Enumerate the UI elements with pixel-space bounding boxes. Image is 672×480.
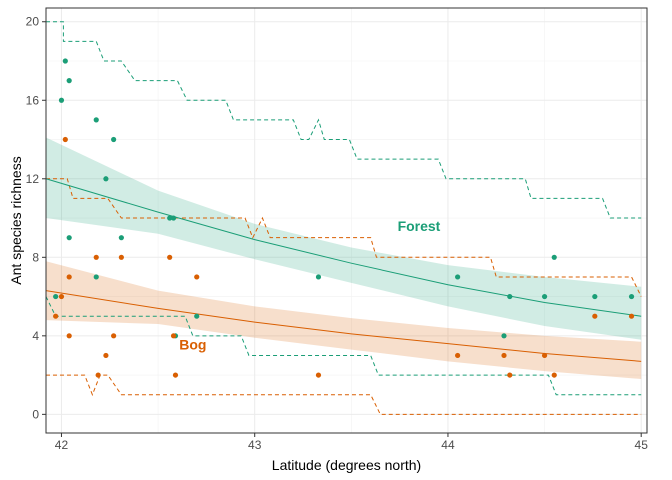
x-tick-label: 43 — [248, 438, 262, 452]
bog-data-point — [172, 372, 179, 378]
forest-data-point — [507, 293, 513, 300]
forest-data-point — [455, 274, 461, 280]
bog-data-point — [53, 313, 59, 319]
forest-band-lower-line — [45, 296, 642, 396]
forest-data-point — [628, 293, 635, 300]
prediction-band-lines — [45, 21, 642, 415]
confidence-bands — [46, 137, 642, 380]
x-axis-title: Latitude (degrees north) — [272, 457, 421, 473]
forest-data-point — [66, 235, 72, 241]
bog-data-point — [592, 313, 598, 319]
bog-series-label: Bog — [179, 337, 206, 353]
forest-series-label: Forest — [398, 218, 441, 234]
forest-data-point — [111, 136, 117, 143]
forest-data-point — [58, 97, 65, 103]
bog-data-point — [118, 254, 124, 260]
grid-layer — [46, 8, 647, 433]
forest-data-point — [592, 293, 598, 300]
bog-data-point — [507, 372, 513, 378]
bog-data-point — [167, 254, 173, 260]
panel-border — [45, 7, 648, 434]
bog-confidence-ribbon — [46, 261, 642, 380]
bog-data-point — [103, 352, 109, 359]
forest-data-point — [93, 274, 99, 280]
forest-band-upper-line — [46, 21, 642, 219]
bog-band-lower-line — [46, 374, 642, 415]
y-tick-label: 4 — [32, 329, 39, 343]
forest-data-point — [315, 274, 322, 280]
bog-data-point — [62, 136, 68, 143]
y-tick-label: 8 — [32, 250, 39, 264]
bog-data-point — [628, 313, 635, 319]
forest-data-point — [501, 333, 507, 339]
forest-data-point — [53, 293, 59, 300]
bog-data-point — [111, 333, 117, 339]
x-tick-label: 42 — [55, 438, 69, 452]
forest-data-point — [167, 215, 173, 221]
bog-data-point — [93, 254, 99, 260]
forest-confidence-ribbon — [46, 137, 642, 340]
bog-data-point — [315, 372, 322, 378]
y-tick-label: 20 — [26, 15, 40, 29]
x-tick-label: 44 — [441, 438, 455, 452]
x-tick-label: 45 — [635, 438, 649, 452]
forest-data-point — [118, 235, 124, 241]
bog-data-point — [66, 333, 72, 339]
axes: 42 43 44 45 0 4 8 12 16 20 — [26, 15, 649, 452]
bog-data-point — [95, 372, 101, 378]
bog-data-point — [66, 274, 72, 280]
forest-data-point — [93, 117, 99, 123]
bog-band-upper-line — [46, 178, 642, 297]
forest-data-point — [541, 293, 548, 300]
bog-data-point — [194, 274, 200, 280]
forest-fit-line — [45, 178, 642, 317]
y-tick-label: 0 — [32, 407, 39, 421]
bog-data-point — [551, 372, 557, 378]
forest-data-point — [194, 313, 200, 319]
bog-data-point — [58, 293, 65, 300]
forest-data-point — [62, 58, 68, 64]
forest-data-point — [66, 78, 72, 84]
bog-data-point — [170, 333, 177, 339]
y-tick-label: 12 — [26, 172, 40, 186]
bog-data-point — [501, 352, 507, 359]
bog-data-point — [455, 352, 461, 359]
forest-data-point — [551, 254, 557, 260]
bog-data-point — [541, 352, 548, 359]
data-points — [53, 58, 635, 378]
series-labels: Forest Bog — [179, 218, 440, 353]
y-axis-title: Ant species richness — [8, 156, 24, 284]
forest-data-point — [103, 176, 109, 182]
forest-data-point — [170, 215, 177, 221]
y-tick-label: 16 — [26, 93, 40, 107]
